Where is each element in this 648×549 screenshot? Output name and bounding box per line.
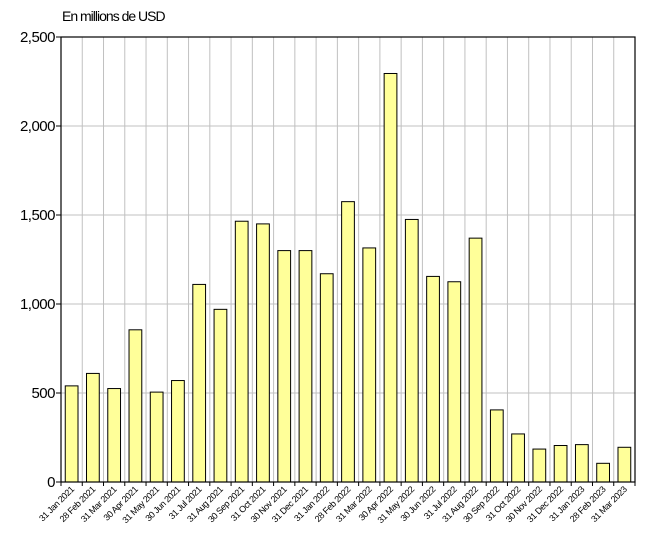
y-tick-label: 2,000 (20, 118, 55, 135)
bar (383, 72, 398, 483)
bars (64, 72, 632, 483)
bar (553, 445, 568, 483)
bar (447, 281, 462, 483)
bar (319, 273, 334, 483)
bar (574, 444, 589, 483)
bar (128, 329, 143, 483)
bar (64, 385, 79, 483)
bar (107, 388, 122, 483)
bar (192, 283, 207, 483)
bar (213, 308, 228, 483)
bar (298, 250, 313, 483)
y-tick-label: 1,500 (20, 207, 55, 224)
bar (511, 433, 525, 483)
bar (489, 409, 504, 483)
bar (362, 247, 377, 483)
bar (341, 201, 355, 483)
bar (468, 237, 483, 483)
bar (86, 372, 100, 483)
bar (532, 448, 547, 483)
y-tick-label: 500 (31, 385, 55, 402)
gridlines (61, 37, 635, 482)
bar (404, 218, 419, 483)
bar (426, 275, 440, 483)
y-tick-label: 0 (47, 474, 55, 491)
bar (617, 446, 632, 483)
y-tick-label: 1,000 (20, 296, 55, 313)
bar (171, 380, 185, 483)
bar (234, 220, 249, 483)
y-axis: 0 500 1,000 1,500 2,000 2,500 (20, 29, 61, 491)
bar (277, 250, 292, 483)
bar (256, 223, 270, 483)
y-tick-label: 2,500 (20, 29, 55, 46)
plot-frame (60, 36, 636, 483)
bar (596, 462, 610, 483)
unit-label: En millions de USD (62, 8, 166, 24)
bar (149, 391, 164, 483)
